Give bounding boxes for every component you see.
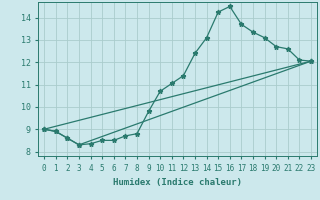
X-axis label: Humidex (Indice chaleur): Humidex (Indice chaleur) [113, 178, 242, 187]
